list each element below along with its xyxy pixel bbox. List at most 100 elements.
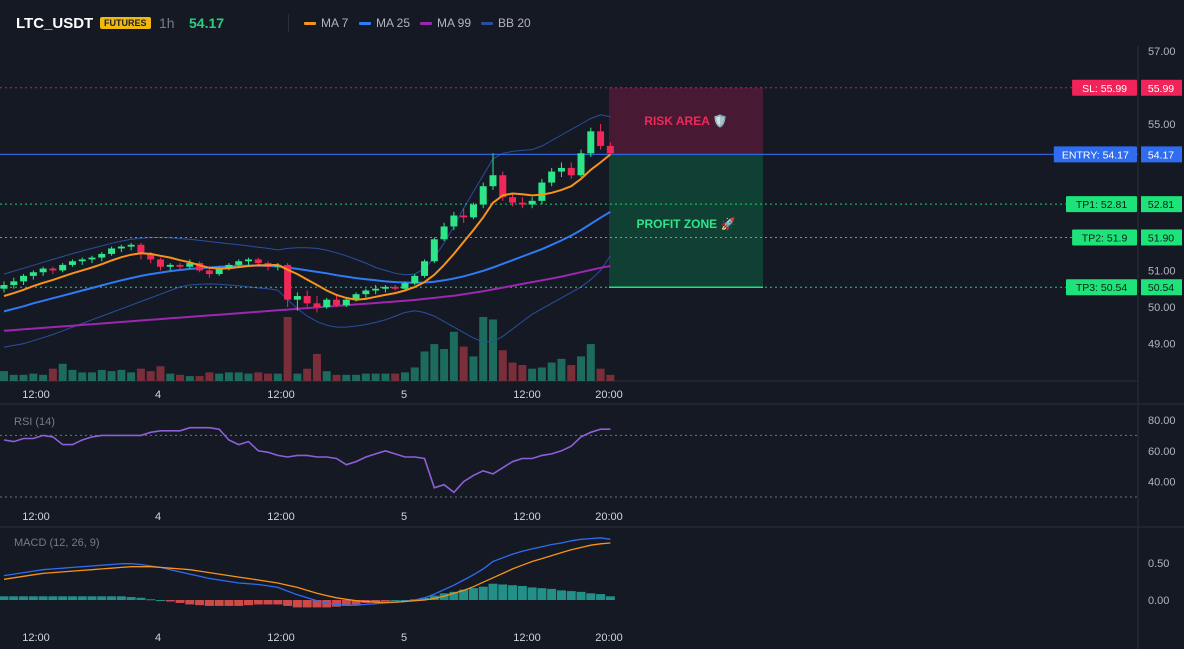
- macd-histogram-bar: [19, 596, 29, 600]
- price-time-label: 12:00: [22, 389, 50, 401]
- legend-swatch: [304, 22, 316, 26]
- candle-body: [59, 264, 67, 271]
- macd-time-label: 12:00: [513, 632, 541, 644]
- legend-bb20[interactable]: BB 20: [481, 16, 531, 30]
- candle-body: [577, 153, 585, 176]
- macd-histogram-bar: [28, 596, 38, 600]
- legend-ma25[interactable]: MA 25: [359, 16, 410, 30]
- volume-bar: [567, 365, 576, 381]
- legend-swatch: [420, 22, 432, 26]
- macd-histogram-bar: [283, 600, 293, 606]
- candle-body: [362, 290, 370, 295]
- price-tick-label: 50.00: [1148, 302, 1176, 314]
- axis-price-text: 54.17: [1148, 149, 1174, 161]
- ma99-line: [3, 265, 611, 332]
- axis-price-text: 52.81: [1148, 199, 1174, 211]
- legend-ma99[interactable]: MA 99: [420, 16, 471, 30]
- macd-histogram-bar: [517, 585, 527, 600]
- macd-histogram-bar: [195, 600, 205, 606]
- volume-bar: [224, 372, 233, 381]
- macd-line: [3, 537, 611, 606]
- macd-histogram-bar: [185, 600, 195, 605]
- macd-title: MACD (12, 26, 9): [14, 537, 100, 549]
- volume-bar: [293, 373, 302, 381]
- macd-histogram-bar: [302, 600, 312, 608]
- rsi-time-label: 5: [401, 511, 407, 523]
- volume-bar: [469, 356, 478, 381]
- macd-histogram-bar: [468, 588, 478, 600]
- macd-histogram-bar: [420, 597, 430, 600]
- macd-histogram-bar: [38, 596, 48, 600]
- candle-body: [450, 215, 458, 227]
- candle-body: [0, 285, 8, 289]
- candle-body: [479, 186, 487, 205]
- volume-bar: [156, 366, 165, 381]
- volume-bar: [136, 368, 145, 381]
- futures-badge: FUTURES: [100, 17, 151, 29]
- trade-level-text: ENTRY: 54.17: [1062, 149, 1129, 161]
- volume-bar: [596, 368, 605, 381]
- last-price: 54.17: [189, 15, 225, 31]
- macd-time-label: 4: [155, 632, 161, 644]
- volume-bar: [29, 373, 38, 381]
- volume-bar: [322, 371, 331, 381]
- candle-body: [333, 299, 341, 306]
- macd-histogram-bar: [263, 600, 273, 605]
- candle-body: [49, 268, 57, 271]
- trade-level-text: TP1: 52.81: [1076, 199, 1128, 211]
- candle-body: [284, 264, 292, 300]
- volume-bar: [244, 373, 253, 381]
- price-time-label: 12:00: [267, 389, 295, 401]
- candle-body: [196, 263, 204, 271]
- legend-label: MA 7: [321, 16, 349, 30]
- macd-time-label: 12:00: [22, 632, 50, 644]
- volume-bar: [88, 372, 97, 381]
- macd-histogram-bar: [77, 596, 87, 600]
- volume-bar: [205, 372, 214, 381]
- legend-swatch: [359, 22, 371, 26]
- candle-body: [98, 253, 106, 258]
- rsi-title: RSI (14): [14, 416, 55, 428]
- volume-bar: [518, 365, 527, 381]
- volume-bar: [332, 374, 341, 381]
- price-time-label: 4: [155, 389, 161, 401]
- price-tick-label: 49.00: [1148, 339, 1176, 351]
- candle-body: [352, 294, 360, 300]
- timeframe-selector[interactable]: 1h: [159, 15, 175, 31]
- macd-histogram-bar: [292, 600, 302, 608]
- volume-bar: [508, 362, 517, 381]
- macd-histogram-bar: [566, 591, 576, 600]
- candle-body: [421, 261, 429, 276]
- candle-body: [509, 197, 517, 203]
- volume-bar: [273, 373, 282, 381]
- macd-histogram-bar: [371, 600, 381, 602]
- candle-body: [499, 175, 507, 198]
- legend-ma7[interactable]: MA 7: [304, 16, 348, 30]
- candle-body: [39, 268, 47, 273]
- macd-histogram-bar: [107, 596, 117, 600]
- volume-bar: [498, 350, 507, 381]
- macd-histogram-bar: [605, 596, 615, 600]
- candle-body: [225, 264, 233, 269]
- candle-body: [391, 286, 399, 289]
- volume-bar: [9, 374, 18, 381]
- macd-histogram-bar: [244, 600, 253, 606]
- volume-bar: [195, 376, 204, 381]
- volume-bar: [78, 372, 87, 381]
- volume-bar: [479, 317, 488, 381]
- volume-bar: [400, 372, 409, 381]
- macd-histogram-bar: [429, 595, 439, 600]
- trade-level-tag: [1072, 79, 1137, 96]
- volume-bar: [185, 376, 194, 381]
- macd-histogram-bar: [58, 596, 68, 600]
- macd-histogram-bar: [459, 589, 469, 600]
- volume-bar: [342, 374, 351, 381]
- volume-bar: [166, 373, 175, 381]
- risk-zone-label: RISK AREA 🛡️: [644, 114, 727, 128]
- volume-bar: [459, 346, 468, 381]
- candle-body: [469, 204, 477, 218]
- macd-histogram-bar: [155, 600, 165, 601]
- symbol-name[interactable]: LTC_USDT: [16, 15, 94, 32]
- candle-body: [166, 264, 174, 267]
